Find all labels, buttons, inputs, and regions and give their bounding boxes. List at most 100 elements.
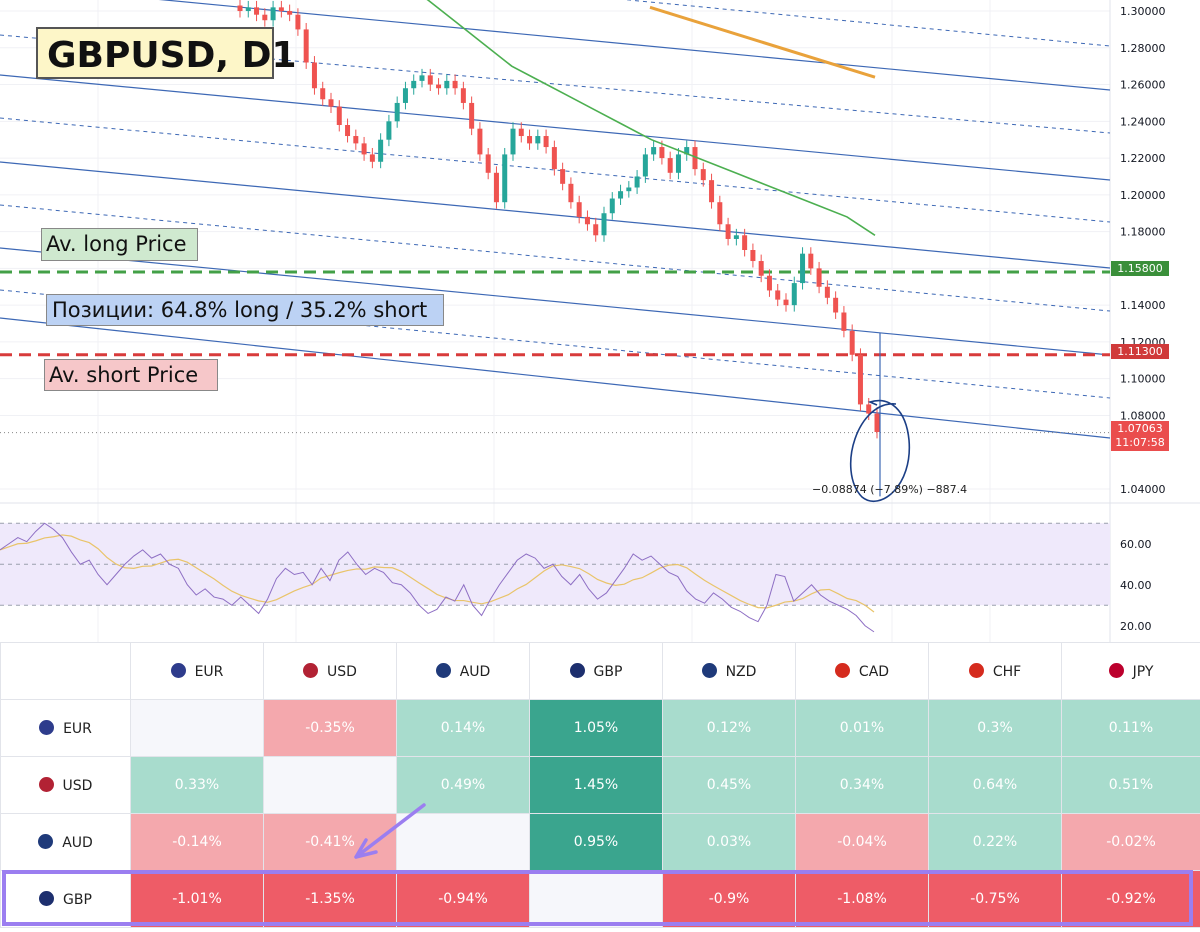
slow-moving-average bbox=[649, 5, 876, 79]
rsi-tick-label: 20.00 bbox=[1120, 620, 1152, 633]
last-price-tag: 1.07063 11:07:58 bbox=[1111, 421, 1169, 451]
us-flag-icon bbox=[38, 776, 54, 792]
table-cell[interactable]: -1.08% bbox=[795, 870, 929, 928]
candle-body bbox=[378, 139, 384, 162]
candle-body bbox=[684, 147, 690, 155]
column-header[interactable]: EUR bbox=[130, 642, 264, 700]
candle-body bbox=[502, 154, 508, 203]
candle-body bbox=[775, 290, 781, 300]
candle-body bbox=[659, 147, 665, 159]
column-header[interactable]: GBP bbox=[529, 642, 663, 700]
table-cell[interactable] bbox=[396, 813, 530, 871]
candle-body bbox=[303, 29, 309, 63]
table-cell[interactable]: -0.75% bbox=[928, 870, 1062, 928]
table-cell[interactable]: 0.14% bbox=[396, 699, 530, 757]
row-header[interactable]: EUR bbox=[0, 699, 131, 757]
table-cell[interactable]: 0.51% bbox=[1061, 756, 1200, 814]
table-cell[interactable]: -0.14% bbox=[130, 813, 264, 871]
column-label: CHF bbox=[992, 663, 1022, 680]
candle-body bbox=[593, 224, 599, 236]
column-header[interactable]: CAD bbox=[795, 642, 929, 700]
table-cell[interactable]: -1.01% bbox=[130, 870, 264, 928]
column-label: GBP bbox=[593, 663, 623, 680]
table-cell[interactable]: 0.12% bbox=[662, 699, 796, 757]
table-cell[interactable]: 0.95% bbox=[529, 813, 663, 871]
channel-line bbox=[0, 247, 1111, 356]
table-cell[interactable]: -0.35% bbox=[263, 699, 397, 757]
candle-body bbox=[584, 216, 590, 225]
currency-strength-table: EUR USD AUD GBP NZD CAD CHF JPY EUR -0.35… bbox=[0, 642, 1200, 928]
long-price-tag: 1.15800 bbox=[1111, 261, 1169, 276]
table-cell[interactable]: 0.45% bbox=[662, 756, 796, 814]
table-cell[interactable]: 0.49% bbox=[396, 756, 530, 814]
table-cell[interactable]: -0.04% bbox=[795, 813, 929, 871]
table-cell[interactable]: 0.64% bbox=[928, 756, 1062, 814]
table-cell[interactable]: -0.02% bbox=[1061, 813, 1200, 871]
candle-body bbox=[675, 154, 681, 173]
row-header[interactable]: USD bbox=[0, 756, 131, 814]
candle-body bbox=[311, 62, 317, 89]
candle-body bbox=[394, 102, 400, 122]
table-cell[interactable] bbox=[130, 699, 264, 757]
table-cell[interactable]: -1.35% bbox=[263, 870, 397, 928]
table-cell[interactable]: 1.05% bbox=[529, 699, 663, 757]
channel-line bbox=[158, 0, 1111, 91]
table-cell[interactable]: -0.92% bbox=[1061, 870, 1200, 928]
positions-label: Позиции: 64.8% long / 35.2% short bbox=[46, 294, 444, 326]
candle-body bbox=[543, 136, 549, 148]
corner-cell bbox=[0, 642, 131, 700]
column-header[interactable]: NZD bbox=[662, 642, 796, 700]
candle-body bbox=[469, 102, 475, 129]
y-tick-label: 1.22000 bbox=[1120, 152, 1166, 165]
column-header[interactable]: JPY bbox=[1061, 642, 1200, 700]
table-cell[interactable] bbox=[263, 756, 397, 814]
table-cell[interactable] bbox=[529, 870, 663, 928]
candle-body bbox=[808, 253, 814, 269]
table-cell[interactable]: 0.11% bbox=[1061, 699, 1200, 757]
candle-body bbox=[402, 88, 408, 103]
candle-body bbox=[642, 154, 648, 177]
column-header[interactable]: CHF bbox=[928, 642, 1062, 700]
candle-body bbox=[783, 299, 789, 306]
y-tick-label: 1.20000 bbox=[1120, 189, 1166, 202]
table-cell[interactable]: 0.22% bbox=[928, 813, 1062, 871]
measure-readout: −0.08874 (−7.89%) −887.4 bbox=[812, 483, 967, 496]
row-header[interactable]: AUD bbox=[0, 813, 131, 871]
y-tick-label: 1.24000 bbox=[1120, 115, 1166, 128]
y-tick-label: 1.28000 bbox=[1120, 42, 1166, 55]
gb-flag-icon bbox=[39, 890, 55, 906]
au-flag-icon bbox=[435, 662, 451, 678]
row-header[interactable]: GBP bbox=[0, 870, 131, 928]
table-cell[interactable]: 0.34% bbox=[795, 756, 929, 814]
candle-body bbox=[692, 147, 698, 170]
candle-body bbox=[452, 80, 458, 89]
table-cell[interactable]: 0.01% bbox=[795, 699, 929, 757]
candle-body bbox=[278, 7, 284, 12]
candle-body bbox=[328, 99, 334, 107]
candle-body bbox=[510, 128, 516, 155]
row-label: GBP bbox=[63, 891, 92, 908]
table-cell[interactable]: 0.03% bbox=[662, 813, 796, 871]
eu-flag-icon bbox=[170, 662, 186, 678]
column-header[interactable]: USD bbox=[263, 642, 397, 700]
candle-body bbox=[551, 147, 557, 170]
candle-body bbox=[609, 198, 615, 214]
candle-body bbox=[270, 7, 276, 21]
candle-body bbox=[386, 121, 392, 140]
candle-body bbox=[493, 172, 499, 203]
table-cell[interactable]: 0.3% bbox=[928, 699, 1062, 757]
table-row: GBP -1.01% -1.35% -0.94% -0.9% -1.08% -0.75% -0… bbox=[0, 870, 1200, 928]
bar-countdown: 11:07:58 bbox=[1115, 436, 1165, 449]
table-cell[interactable]: 1.45% bbox=[529, 756, 663, 814]
table-row: EUR -0.35% 0.14% 1.05% 0.12% 0.01% 0.3% 0.11% bbox=[0, 699, 1200, 757]
candle-body bbox=[833, 297, 839, 313]
table-cell[interactable]: 0.33% bbox=[130, 756, 264, 814]
column-header[interactable]: AUD bbox=[396, 642, 530, 700]
table-cell[interactable]: -0.41% bbox=[263, 813, 397, 871]
candle-body bbox=[717, 202, 723, 225]
nz-flag-icon bbox=[701, 662, 717, 678]
y-tick-label: 1.14000 bbox=[1120, 299, 1166, 312]
candle-body bbox=[857, 354, 863, 405]
table-cell[interactable]: -0.9% bbox=[662, 870, 796, 928]
table-cell[interactable]: -0.94% bbox=[396, 870, 530, 928]
